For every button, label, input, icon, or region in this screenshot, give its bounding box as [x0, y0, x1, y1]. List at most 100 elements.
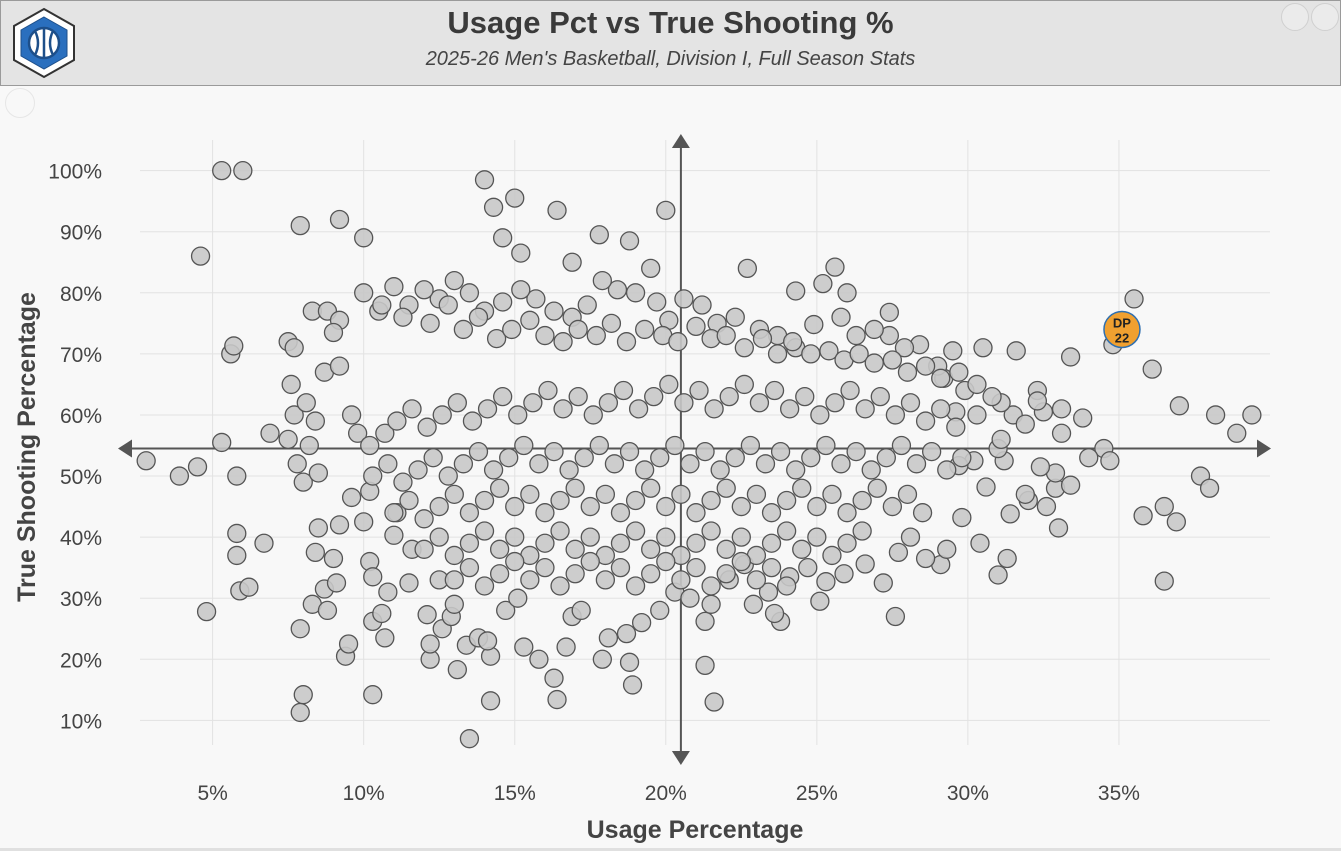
highlight-label-name: DP: [1113, 315, 1131, 330]
data-point: [438, 295, 458, 315]
data-point: [550, 576, 570, 596]
data-point: [293, 685, 313, 705]
data-point: [988, 565, 1008, 585]
data-point: [1205, 405, 1226, 425]
data-point: [378, 454, 398, 474]
data-point: [937, 539, 957, 559]
data-point: [489, 478, 510, 498]
data-point: [668, 332, 688, 352]
data-point: [589, 435, 609, 456]
data-point: [544, 301, 564, 321]
data-point: [686, 558, 706, 578]
data-point: [825, 257, 845, 277]
data-point: [997, 548, 1017, 569]
data-point: [656, 551, 676, 572]
data-point: [641, 539, 661, 559]
data-point: [556, 637, 576, 657]
data-point: [876, 448, 896, 468]
data-point: [375, 628, 395, 648]
data-point: [308, 518, 329, 538]
data-point: [761, 533, 782, 553]
data-point: [514, 637, 534, 657]
data-point: [761, 503, 782, 523]
data-point: [502, 319, 522, 340]
highlight-label-number: 22: [1115, 330, 1129, 345]
data-point: [136, 451, 156, 471]
data-point: [535, 325, 555, 346]
data-point: [444, 545, 464, 566]
chart-subtitle: 2025-26 Men's Basketball, Division I, Fu…: [425, 48, 916, 70]
data-point: [734, 374, 754, 395]
data-point: [1000, 504, 1020, 524]
data-point: [882, 496, 903, 517]
data-point: [1142, 359, 1162, 379]
data-point: [453, 319, 474, 340]
data-point: [520, 484, 540, 505]
window-control-button[interactable]: [1311, 3, 1339, 31]
ghost-button[interactable]: [5, 88, 35, 118]
x-tick-label: 15%: [494, 782, 536, 805]
data-point: [414, 509, 434, 529]
data-point: [807, 527, 827, 547]
data-point: [1006, 341, 1026, 361]
data-point: [190, 246, 211, 266]
data-point: [227, 523, 247, 544]
data-point: [749, 393, 770, 413]
data-point: [459, 503, 480, 523]
data-point: [946, 417, 966, 437]
data-point: [746, 484, 767, 505]
data-point: [281, 374, 301, 395]
data-point: [399, 573, 419, 593]
data-point: [619, 231, 640, 251]
data-point: [891, 435, 912, 456]
data-point: [704, 399, 724, 419]
data-point: [622, 675, 643, 695]
data-point: [982, 386, 1002, 407]
data-point: [807, 496, 827, 517]
grid-lines: [140, 140, 1270, 745]
data-point: [628, 399, 649, 419]
data-point: [888, 542, 909, 563]
data-point: [459, 533, 480, 553]
data-point: [514, 435, 534, 456]
data-point: [674, 289, 694, 309]
data-point: [474, 576, 495, 596]
data-point: [816, 435, 836, 456]
window-control-button[interactable]: [1281, 3, 1309, 31]
data-point: [290, 215, 310, 236]
data-point: [991, 429, 1011, 450]
data-point: [529, 454, 549, 474]
data-point: [1242, 405, 1262, 425]
arrow-left-icon: [118, 439, 132, 458]
data-points: [136, 160, 1262, 749]
data-point: [474, 490, 495, 511]
data-point: [323, 548, 344, 569]
basketball-shield-logo-icon: [13, 7, 75, 79]
data-point: [686, 316, 706, 337]
data-point: [665, 435, 685, 456]
data-point: [387, 411, 407, 431]
data-point: [459, 283, 480, 303]
data-point: [408, 460, 428, 480]
data-point: [710, 460, 730, 480]
data-point: [764, 380, 785, 401]
data-point: [1169, 396, 1190, 416]
data-point: [483, 460, 504, 480]
data-point: [363, 567, 383, 587]
data-point: [1036, 496, 1057, 517]
data-point: [695, 611, 715, 632]
data-point: [695, 441, 715, 462]
data-point: [780, 399, 800, 419]
data-point: [489, 564, 510, 584]
data-point: [937, 460, 957, 480]
data-point: [474, 170, 495, 190]
data-point: [568, 319, 588, 340]
data-point: [822, 484, 842, 505]
data-point: [786, 460, 806, 480]
data-point: [477, 631, 498, 651]
data-point: [943, 341, 963, 361]
data-point: [610, 533, 631, 553]
data-point: [912, 503, 933, 523]
data-point: [535, 503, 555, 523]
